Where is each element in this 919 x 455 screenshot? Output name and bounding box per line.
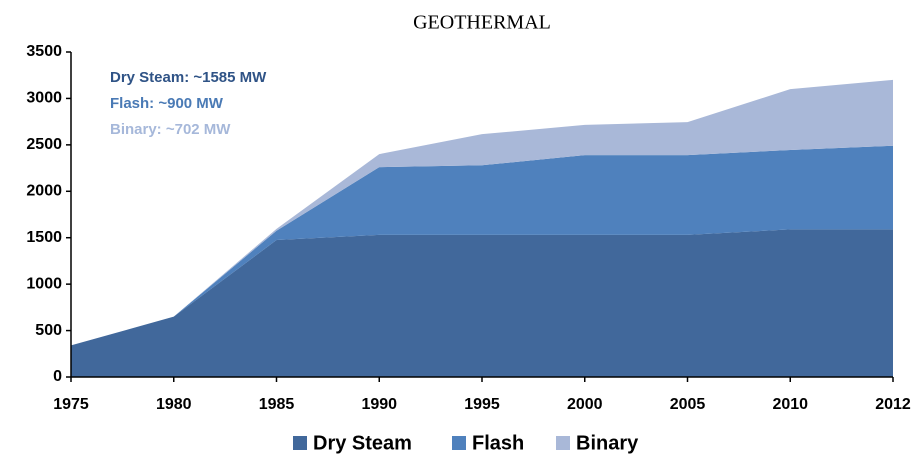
legend-swatch xyxy=(293,436,307,450)
legend-label: Dry Steam xyxy=(313,432,412,454)
x-tick-label: 1980 xyxy=(156,396,192,413)
x-tick-label: 2012 xyxy=(875,396,911,413)
x-tick-label: 1985 xyxy=(259,396,295,413)
x-tick-label: 2005 xyxy=(670,396,706,413)
legend-label: Binary xyxy=(576,432,639,454)
x-tick-label: 2000 xyxy=(567,396,603,413)
legend-swatch xyxy=(452,436,466,450)
y-tick-label: 1000 xyxy=(26,275,62,292)
area xyxy=(71,79,893,346)
annotation: Binary: ~702 MW xyxy=(110,121,231,138)
y-tick-label: 3000 xyxy=(26,90,62,107)
y-tick-label: 500 xyxy=(35,322,62,339)
annotation: Dry Steam: ~1585 MW xyxy=(110,69,267,86)
legend-label: Flash xyxy=(472,432,524,454)
x-tick-label: 2010 xyxy=(772,396,808,413)
y-tick-label: 1500 xyxy=(26,229,62,246)
y-tick-label: 2000 xyxy=(26,183,62,200)
y-tick-label: 0 xyxy=(53,368,62,385)
y-tick-label: 2500 xyxy=(26,136,62,153)
annotation: Flash: ~900 MW xyxy=(110,95,224,112)
x-tick-label: 1990 xyxy=(361,396,397,413)
area xyxy=(71,229,893,377)
legend-swatch xyxy=(556,436,570,450)
y-tick-label: 3500 xyxy=(26,43,62,60)
x-tick-label: 1975 xyxy=(53,396,89,413)
area xyxy=(71,145,893,346)
chart-title: GEOTHERMAL xyxy=(413,12,551,34)
x-tick-label: 1995 xyxy=(464,396,500,413)
